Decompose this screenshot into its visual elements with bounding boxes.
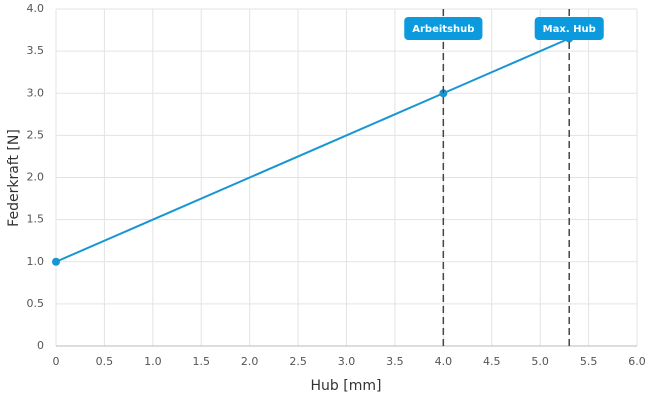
x-tick-label: 4.0 — [435, 355, 453, 368]
x-tick-label: 2.5 — [289, 355, 307, 368]
annotation: Arbeitshub — [404, 17, 483, 40]
y-tick-label: 0 — [37, 339, 44, 352]
data-point — [439, 89, 448, 98]
x-tick-label: 3.5 — [386, 355, 404, 368]
x-tick-label: 3.0 — [338, 355, 356, 368]
x-tick-label: 1.5 — [193, 355, 211, 368]
y-axis-title: Federkraft [N] — [6, 129, 22, 227]
y-tick-label: 4.0 — [27, 2, 45, 15]
x-tick-label: 2.0 — [241, 355, 259, 368]
x-tick-label: 5.0 — [531, 355, 549, 368]
x-tick-label: 4.5 — [483, 355, 501, 368]
annotation-box — [404, 17, 483, 40]
y-tick-label: 2.5 — [27, 128, 45, 141]
y-tick-label: 1.5 — [27, 213, 45, 226]
data-point — [52, 257, 60, 266]
annotation: Max. Hub — [534, 17, 604, 40]
y-tick-label: 0.5 — [27, 297, 45, 310]
x-tick-label: 6.0 — [628, 355, 646, 368]
x-tick-label: 1.0 — [144, 355, 162, 368]
y-tick-label: 3.5 — [27, 44, 45, 57]
y-tick-label: 2.0 — [27, 171, 45, 184]
annotation-label: Max. Hub — [543, 24, 596, 35]
y-tick-label: 1.0 — [27, 255, 45, 268]
x-tick-label: 0 — [53, 355, 60, 368]
y-tick-label: 3.0 — [27, 86, 45, 99]
x-tick-label: 0.5 — [96, 355, 114, 368]
x-tick-label: 5.5 — [580, 355, 598, 368]
annotation-label: Arbeitshub — [412, 24, 474, 35]
x-axis-title: Hub [mm] — [311, 378, 382, 394]
annotation-box — [534, 17, 604, 40]
